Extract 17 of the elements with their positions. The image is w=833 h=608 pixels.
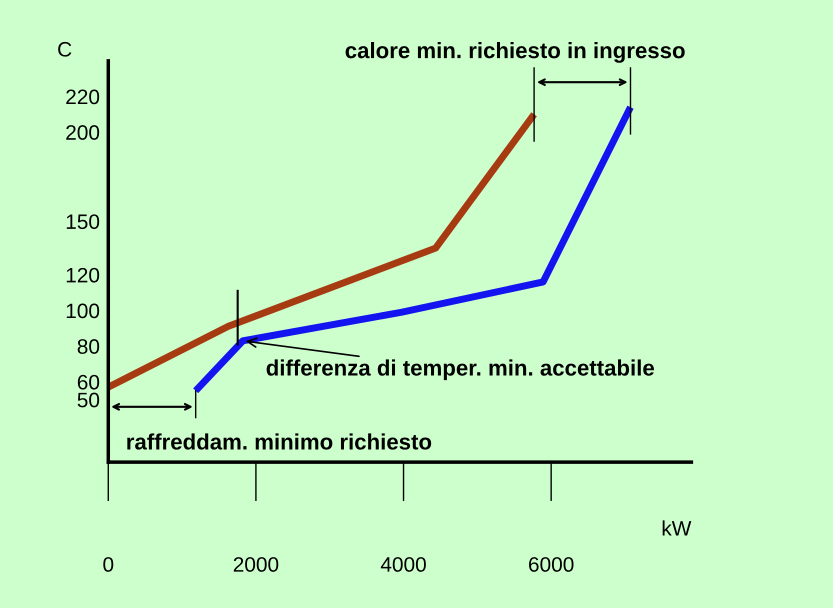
x-tick-label: 0 [103, 557, 114, 572]
x-axis-title: kW [662, 520, 692, 536]
x-tick-label: 4000 [380, 557, 426, 572]
y-tick-label: 60 [78, 374, 100, 390]
y-tick-label: 120 [66, 268, 100, 283]
y-tick-label: 50 [78, 392, 100, 408]
y-tick-label: 100 [66, 303, 100, 318]
x-tick-label: 2000 [234, 557, 278, 572]
y-tick-label: 200 [66, 125, 100, 140]
y-tick-label: 80 [78, 339, 100, 354]
y-axis-title: C [58, 42, 72, 57]
y-tick-label: 220 [66, 89, 100, 104]
annotation: raffreddam. minimo richiesto [127, 433, 432, 450]
y-tick-label: 150 [66, 214, 100, 230]
x-tick-label: 6000 [529, 557, 574, 572]
annotation: calore min. richiesto in ingresso [346, 42, 685, 63]
annotation: differenza di temper. min. accettabile [266, 359, 654, 380]
